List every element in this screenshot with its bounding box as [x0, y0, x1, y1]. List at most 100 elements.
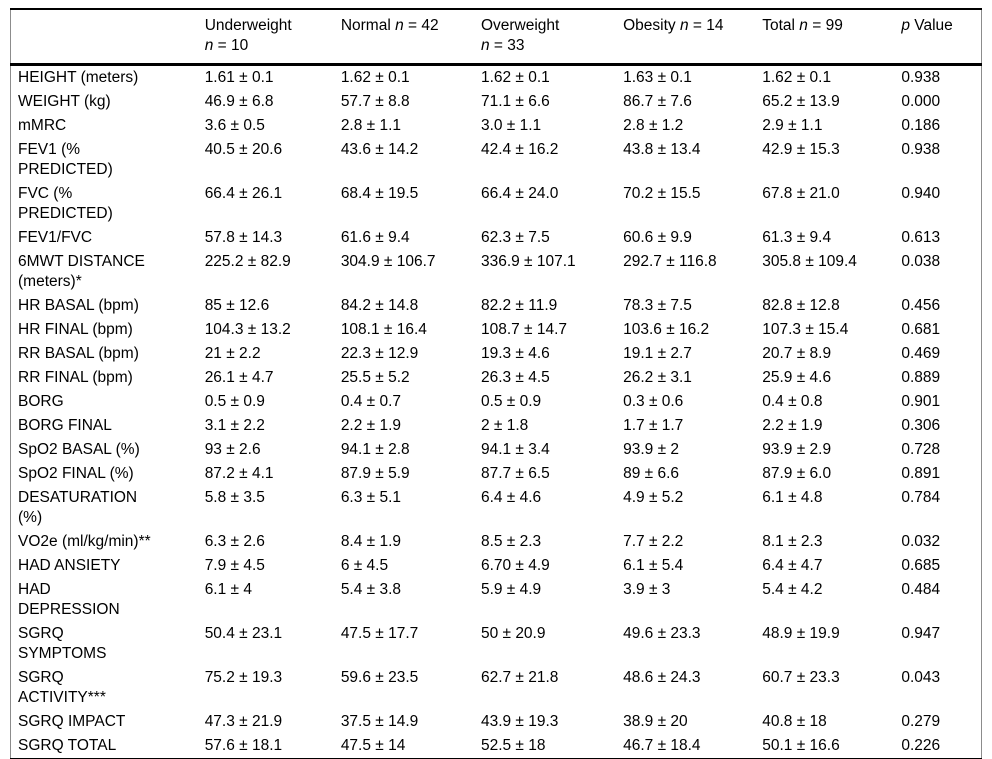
table-row: SGRQ IMPACT 47.3 ± 21.9 37.5 ± 14.9 43.9 ± … — [11, 710, 982, 734]
cell-value: 1.62 ± 0.1 — [480, 69, 550, 86]
cell-value: 46.9 ± 6.8 — [204, 93, 274, 110]
table-row: BORG FINAL 3.1 ± 2.2 2.2 ± 1.9 2 ± 1.8 1.7 ±… — [11, 414, 982, 438]
cell-value: 8.4 ± 1.9 — [340, 533, 402, 550]
p-value-cell: 0.000 — [901, 93, 941, 110]
cell-value: 89 ± 6.6 — [623, 465, 680, 482]
p-value-cell: 0.186 — [901, 117, 941, 134]
header-text: Normal — [340, 17, 396, 34]
p-value-cell: 0.938 — [901, 141, 941, 158]
cell-value: 82.2 ± 11.9 — [480, 297, 558, 314]
row-label: SGRQ TOTAL — [18, 737, 117, 754]
p-value-cell: 0.784 — [901, 489, 941, 506]
cell-value: 25.9 ± 4.6 — [762, 369, 832, 386]
cell-value: 3.1 ± 2.2 — [204, 417, 265, 434]
cell-value: 3.6 ± 0.5 — [204, 117, 265, 134]
cell-value: 5.8 ± 3.5 — [204, 489, 265, 506]
header-text: Total — [762, 17, 800, 34]
cell-value: 2 ± 1.8 — [480, 417, 529, 434]
row-label: FVC (% PREDICTED) — [18, 185, 113, 222]
cell-value: 8.1 ± 2.3 — [762, 533, 823, 550]
cell-value: 1.63 ± 0.1 — [623, 69, 692, 86]
row-label: FEV1/FVC — [18, 229, 93, 246]
row-label: RR FINAL (bpm) — [18, 369, 133, 386]
table-row: RR BASAL (bpm) 21 ± 2.2 22.3 ± 12.9 19.3 ± … — [11, 342, 982, 366]
p-value-cell: 0.938 — [901, 69, 941, 86]
table-row: HR FINAL (bpm) 104.3 ± 13.2 108.1 ± 16.4 10… — [11, 318, 982, 342]
cell-value: 5.4 ± 3.8 — [340, 581, 402, 598]
header-text: = 10 — [213, 37, 249, 54]
cell-value: 2.2 ± 1.9 — [340, 417, 402, 434]
cell-value: 40.8 ± 18 — [762, 713, 827, 730]
header-text: Underweight — [204, 17, 292, 34]
cell-value: 20.7 ± 8.9 — [762, 345, 832, 362]
cell-value: 225.2 ± 82.9 — [204, 253, 291, 270]
cell-value: 103.6 ± 16.2 — [623, 321, 710, 338]
cell-value: 62.3 ± 7.5 — [480, 229, 550, 246]
cell-value: 0.3 ± 0.6 — [623, 393, 684, 410]
p-value-cell: 0.728 — [901, 441, 941, 458]
cell-value: 336.9 ± 107.1 — [480, 253, 576, 270]
table-row: FVC (% PREDICTED) 66.4 ± 26.1 68.4 ± 19.5 6… — [11, 182, 982, 226]
cell-value: 82.8 ± 12.8 — [762, 297, 840, 314]
header-italic-text: n — [799, 17, 808, 34]
cell-value: 104.3 ± 13.2 — [204, 321, 291, 338]
table-header-row: Underweight n = 10 Normal n = 42 Overweigh… — [10, 9, 982, 66]
cell-value: 7.9 ± 4.5 — [204, 557, 265, 574]
table-row: RR FINAL (bpm) 26.1 ± 4.7 25.5 ± 5.2 26.3 ±… — [11, 366, 982, 390]
row-label: mMRC — [18, 117, 67, 134]
row-label: RR BASAL (bpm) — [18, 345, 139, 362]
row-label: SpO2 FINAL (%) — [18, 465, 134, 482]
cell-value: 50.4 ± 23.1 — [204, 625, 283, 642]
column-header: Normal n = 42 — [340, 9, 481, 66]
table-row: SGRQ TOTAL 57.6 ± 18.1 47.5 ± 14 52.5 ± 18 4… — [11, 734, 982, 759]
p-value-cell: 0.685 — [901, 557, 941, 574]
cell-value: 43.8 ± 13.4 — [623, 141, 701, 158]
cell-value: 65.2 ± 13.9 — [762, 93, 840, 110]
cell-value: 1.62 ± 0.1 — [762, 69, 832, 86]
table-row: BORG 0.5 ± 0.9 0.4 ± 0.7 0.5 ± 0.9 0.3 ± 0.6… — [11, 390, 982, 414]
header-text: Value — [910, 17, 953, 34]
table-row: HAD ANSIETY 7.9 ± 4.5 6 ± 4.5 6.70 ± 4.9 6.1… — [11, 554, 982, 578]
cell-value: 62.7 ± 21.8 — [480, 669, 559, 686]
cell-value: 26.2 ± 3.1 — [623, 369, 692, 386]
cell-value: 67.8 ± 21.0 — [762, 185, 840, 202]
table-row: SGRQ ACTIVITY*** 75.2 ± 19.3 59.6 ± 23.5 62… — [11, 666, 982, 710]
row-label: HEIGHT (meters) — [18, 69, 139, 86]
p-value-cell: 0.889 — [901, 369, 941, 386]
cell-value: 6.70 ± 4.9 — [480, 557, 550, 574]
row-label: HR FINAL (bpm) — [18, 321, 133, 338]
table-row: mMRC 3.6 ± 0.5 2.8 ± 1.1 3.0 ± 1.1 2.8 ± 1.2… — [11, 114, 982, 138]
cell-value: 5.9 ± 4.9 — [480, 581, 542, 598]
cell-value: 2.9 ± 1.1 — [762, 117, 823, 134]
cell-value: 305.8 ± 109.4 — [762, 253, 857, 270]
row-label: HAD DEPRESSION — [18, 581, 120, 618]
table-row: 6MWT DISTANCE (meters)* 225.2 ± 82.9 304.9… — [11, 250, 982, 294]
cell-value: 2.2 ± 1.9 — [762, 417, 823, 434]
header-italic-text: n — [480, 37, 490, 54]
p-value-cell: 0.901 — [901, 393, 941, 410]
cell-value: 107.3 ± 15.4 — [762, 321, 849, 338]
cell-value: 93.9 ± 2 — [623, 441, 680, 458]
cell-value: 19.3 ± 4.6 — [480, 345, 550, 362]
cell-value: 84.2 ± 14.8 — [340, 297, 419, 314]
header-italic-text: n — [395, 17, 404, 34]
stats-table: Underweight n = 10 Normal n = 42 Overweigh… — [10, 8, 982, 759]
row-label: SpO2 BASAL (%) — [18, 441, 140, 458]
cell-value: 57.8 ± 14.3 — [204, 229, 283, 246]
cell-value: 3.9 ± 3 — [623, 581, 671, 598]
cell-value: 6.1 ± 4.8 — [762, 489, 823, 506]
p-value-cell: 0.940 — [901, 185, 941, 202]
cell-value: 6 ± 4.5 — [340, 557, 389, 574]
cell-value: 48.9 ± 19.9 — [762, 625, 840, 642]
cell-value: 85 ± 12.6 — [204, 297, 270, 314]
table-row: SGRQ SYMPTOMS 50.4 ± 23.1 47.5 ± 17.7 50 ± … — [11, 622, 982, 666]
row-label: BORG — [18, 393, 64, 410]
cell-value: 292.7 ± 116.8 — [623, 253, 717, 270]
header-italic-text: n — [679, 17, 689, 34]
cell-value: 40.5 ± 20.6 — [204, 141, 283, 158]
cell-value: 0.5 ± 0.9 — [204, 393, 265, 410]
cell-value: 47.3 ± 21.9 — [204, 713, 283, 730]
p-value-cell: 0.947 — [901, 625, 941, 642]
cell-value: 61.6 ± 9.4 — [340, 229, 410, 246]
cell-value: 71.1 ± 6.6 — [480, 93, 550, 110]
